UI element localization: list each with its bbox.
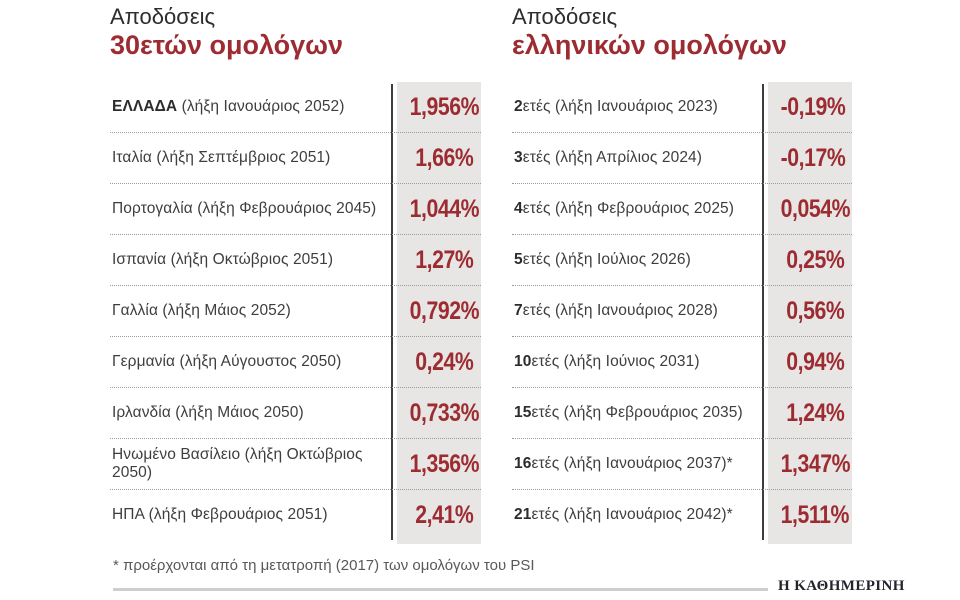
bond-label: 3ετές (λήξη Απρίλιος 2024) [512, 149, 768, 167]
bond-label: Γαλλία (λήξη Μάιος 2052) [110, 302, 397, 320]
yield-value: 0,792% [409, 296, 480, 325]
bond-name-rest: Πορτογαλία (λήξη Φεβρουάριος 2045) [112, 200, 377, 217]
table-row: Ιρλανδία (λήξη Μάιος 2050) 0,733% [110, 388, 481, 439]
bond-name-rest: ετές (λήξη Φεβρουάριος 2025) [522, 200, 735, 217]
kathimerini-logo: Η ΚΑΘΗΜΕΡΙΝΗ [778, 578, 905, 594]
bond-name-rest: (λήξη Ιανουάριος 2052) [177, 98, 345, 115]
yield-value: 1,956% [409, 92, 480, 121]
bond-label: Γερμανία (λήξη Αύγουστος 2050) [110, 353, 397, 371]
yield-value: 1,044% [409, 194, 480, 223]
bond-name-rest: ετές (λήξη Ιανουάριος 2042)* [531, 506, 733, 523]
table-row: 21ετές (λήξη Ιανουάριος 2042)* 1,511% [512, 490, 852, 540]
table-row: 10ετές (λήξη Ιούνιος 2031) 0,94% [512, 337, 852, 388]
yield-value: 1,356% [409, 449, 480, 478]
bond-name-bold: ΕΛΛΑΔΑ [112, 98, 178, 115]
bond-label: ΕΛΛΑΔΑ (λήξη Ιανουάριος 2052) [110, 98, 397, 116]
bond-name-rest: Ηνωμένο Βασίλειο (λήξη Οκτώβριος 2050) [112, 446, 363, 481]
table-row: 4ετές (λήξη Φεβρουάριος 2025) 0,054% [512, 184, 852, 235]
bond-label: 21ετές (λήξη Ιανουάριος 2042)* [512, 506, 768, 524]
table-row: 7ετές (λήξη Ιανουάριος 2028) 0,56% [512, 286, 852, 337]
yield-value: -0,17% [780, 143, 846, 172]
value-column-background [397, 82, 481, 544]
bond-label: 2ετές (λήξη Ιανουάριος 2023) [512, 98, 768, 116]
table-row: 15ετές (λήξη Φεβρουάριος 2035) 1,24% [512, 388, 852, 439]
bond-name-bold: 7 [514, 302, 523, 319]
table-rows: ΕΛΛΑΔΑ (λήξη Ιανουάριος 2052) 1,956% Ιτα… [110, 82, 481, 544]
bond-label: Ιρλανδία (λήξη Μάιος 2050) [110, 404, 397, 422]
bond-label: Ηνωμένο Βασίλειο (λήξη Οκτώβριος 2050) [110, 446, 397, 482]
table-title-line1: Αποδόσεις [110, 4, 216, 29]
table-row: ΗΠΑ (λήξη Φεβρουάριος 2051) 2,41% [110, 490, 481, 540]
bond-name-bold: 5 [514, 251, 523, 268]
table-row: Ισπανία (λήξη Οκτώβριος 2051) 1,27% [110, 235, 481, 286]
yield-value: 0,56% [786, 296, 845, 325]
bond-name-rest: ετές (λήξη Απρίλιος 2024) [522, 149, 703, 166]
table-title-line2: ελληνικών ομολόγων [512, 30, 787, 60]
column-divider-line [762, 84, 764, 540]
yield-value: 0,733% [409, 398, 480, 427]
bond-name-rest: Γαλλία (λήξη Μάιος 2052) [112, 302, 291, 319]
bond-name-rest: ετές (λήξη Ιανουάριος 2028) [522, 302, 718, 319]
bond-name-bold: 4 [514, 200, 523, 217]
table-row: 16ετές (λήξη Ιανουάριος 2037)* 1,347% [512, 439, 852, 490]
yield-value: 1,511% [780, 500, 850, 529]
yield-value: 1,347% [780, 449, 851, 478]
bond-name-rest: Γερμανία (λήξη Αύγουστος 2050) [112, 353, 342, 370]
column-divider-line [391, 84, 393, 540]
bond-name-rest: ετές (λήξη Ιανουάριος 2023) [522, 98, 718, 115]
bottom-divider-rule [113, 588, 768, 591]
table-row: Ιταλία (λήξη Σεπτέμβριος 2051) 1,66% [110, 133, 481, 184]
bond-name-rest: Ιρλανδία (λήξη Μάιος 2050) [112, 404, 304, 421]
bond-name-rest: ετές (λήξη Ιανουάριος 2037)* [531, 455, 733, 472]
bond-name-rest: ετές (λήξη Ιούνιος 2031) [531, 353, 700, 370]
bond-name-rest: ετές (λήξη Φεβρουάριος 2035) [531, 404, 743, 421]
bond-name-bold: 3 [514, 149, 523, 166]
bond-label: 4ετές (λήξη Φεβρουάριος 2025) [512, 200, 768, 218]
bond-label: Ιταλία (λήξη Σεπτέμβριος 2051) [110, 149, 397, 167]
table-row: 2ετές (λήξη Ιανουάριος 2023) -0,19% [512, 82, 852, 133]
bond-name-bold: 2 [514, 98, 523, 115]
table-row: Ηνωμένο Βασίλειο (λήξη Οκτώβριος 2050) 1… [110, 439, 481, 490]
bond-label: Ισπανία (λήξη Οκτώβριος 2051) [110, 251, 397, 269]
table-row: 5ετές (λήξη Ιούλιος 2026) 0,25% [512, 235, 852, 286]
table-row: ΕΛΛΑΔΑ (λήξη Ιανουάριος 2052) 1,956% [110, 82, 481, 133]
yield-value: 1,66% [415, 143, 474, 172]
yield-value: 0,94% [786, 347, 845, 376]
bond-name-bold: 21 [514, 506, 532, 523]
table-row: Πορτογαλία (λήξη Φεβρουάριος 2045) 1,044… [110, 184, 481, 235]
yield-value: 1,24% [786, 398, 845, 427]
bond-name-rest: Ισπανία (λήξη Οκτώβριος 2051) [112, 251, 334, 268]
table-greek-bonds: Αποδόσεις ελληνικών ομολόγων 2ετές (λήξη… [512, 4, 852, 544]
bond-name-rest: ετές (λήξη Ιούλιος 2026) [522, 251, 691, 268]
psi-footnote: * προέρχονται από τη μετατροπή (2017) τω… [113, 557, 535, 574]
table-title-line1: Αποδόσεις [512, 4, 618, 29]
table-row: 3ετές (λήξη Απρίλιος 2024) -0,17% [512, 133, 852, 184]
bond-name-bold: 15 [514, 404, 532, 421]
table-row: Γερμανία (λήξη Αύγουστος 2050) 0,24% [110, 337, 481, 388]
table-row: Γαλλία (λήξη Μάιος 2052) 0,792% [110, 286, 481, 337]
yield-value: 0,054% [780, 194, 851, 223]
bond-label: 5ετές (λήξη Ιούλιος 2026) [512, 251, 768, 269]
yield-value: -0,19% [780, 92, 846, 121]
bond-label: Πορτογαλία (λήξη Φεβρουάριος 2045) [110, 200, 397, 218]
yield-value: 0,24% [415, 347, 474, 376]
bond-label: 15ετές (λήξη Φεβρουάριος 2035) [512, 404, 768, 422]
bond-name-bold: 16 [514, 455, 532, 472]
bond-name-bold: 10 [514, 353, 532, 370]
bond-label: 7ετές (λήξη Ιανουάριος 2028) [512, 302, 768, 320]
bond-name-rest: Ιταλία (λήξη Σεπτέμβριος 2051) [112, 149, 331, 166]
table-rows: 2ετές (λήξη Ιανουάριος 2023) -0,19% 3ετέ… [512, 82, 852, 544]
yield-value: 0,25% [786, 245, 845, 274]
bond-label: 10ετές (λήξη Ιούνιος 2031) [512, 353, 768, 371]
table-30yr-bonds: Αποδόσεις 30ετών ομολόγων ΕΛΛΑΔΑ (λήξη Ι… [110, 4, 481, 544]
table-title-line2: 30ετών ομολόγων [110, 30, 343, 60]
bond-label: ΗΠΑ (λήξη Φεβρουάριος 2051) [110, 506, 397, 524]
bond-label: 16ετές (λήξη Ιανουάριος 2037)* [512, 455, 768, 473]
value-column-background [768, 82, 852, 544]
yield-value: 1,27% [415, 245, 474, 274]
bond-name-rest: ΗΠΑ (λήξη Φεβρουάριος 2051) [112, 506, 328, 523]
yield-value: 2,41% [415, 500, 474, 529]
